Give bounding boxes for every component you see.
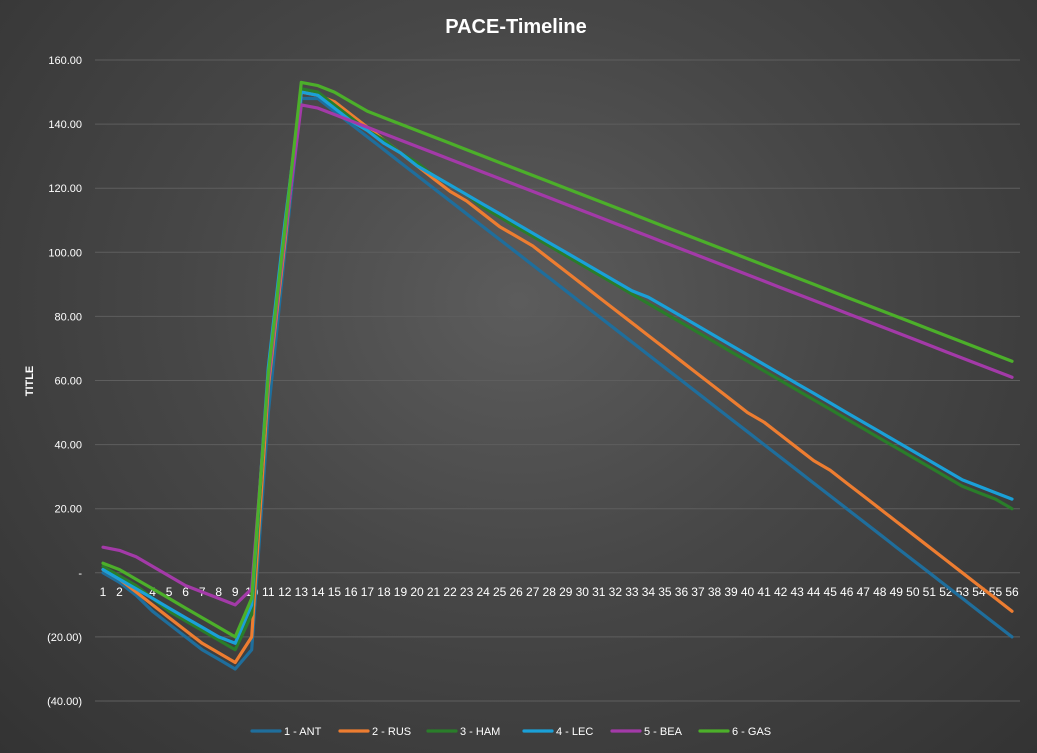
y-tick-label: 80.00 [54, 311, 82, 323]
y-tick-label: 100.00 [48, 247, 82, 259]
x-tick-label: 30 [576, 585, 590, 599]
x-tick-label: 27 [526, 585, 540, 599]
x-tick-label: 15 [328, 585, 342, 599]
x-tick-label: 16 [344, 585, 358, 599]
x-tick-label: 29 [559, 585, 573, 599]
x-tick-label: 48 [873, 585, 887, 599]
gridlines [95, 59, 1020, 702]
x-tick-label: 33 [625, 585, 639, 599]
series-line-2 [101, 90, 1014, 665]
x-tick-label: 14 [311, 585, 325, 599]
x-tick-label: 17 [361, 585, 375, 599]
x-tick-label: 38 [708, 585, 722, 599]
x-tick-label: 1 [100, 585, 107, 599]
x-tick-label: 39 [724, 585, 738, 599]
series-lines [101, 80, 1014, 671]
legend-item-3[interactable]: 3 - HAM [426, 726, 500, 738]
x-tick-label: 35 [658, 585, 672, 599]
y-tick-label: 140.00 [48, 119, 82, 131]
x-tick-label: 46 [840, 585, 854, 599]
x-tick-label: 44 [807, 585, 821, 599]
legend-label: 2 - RUS [372, 726, 411, 738]
legend-item-6[interactable]: 6 - GAS [698, 726, 771, 738]
x-tick-label: 6 [182, 585, 189, 599]
legend-label: 3 - HAM [460, 726, 500, 738]
series-line-3 [101, 87, 1014, 652]
legend-label: 1 - ANT [284, 726, 322, 738]
series-line-6 [101, 80, 1014, 639]
x-tick-label: 4 [149, 585, 156, 599]
legend-item-4[interactable]: 4 - LEC [522, 726, 593, 738]
x-tick-label: 36 [675, 585, 689, 599]
x-tick-label: 41 [757, 585, 771, 599]
y-tick-label: (40.00) [47, 696, 82, 708]
x-tick-label: 51 [923, 585, 937, 599]
x-tick-label: 2 [116, 585, 123, 599]
x-tick-label: 43 [790, 585, 804, 599]
y-tick-label: - [78, 568, 82, 580]
x-tick-label: 5 [166, 585, 173, 599]
legend-item-5[interactable]: 5 - BEA [610, 726, 683, 738]
chart-title: PACE-Timeline [445, 16, 587, 38]
x-axis-ticks: 1 2 3 4 5 6 7 8 9 10 11 12 13 14 15 16 17 18 19 20 21 22 23 24 2… [100, 585, 1019, 599]
legend[interactable]: 1 - ANT 2 - RUS 3 - HAM 4 - LEC 5 - BEA 6 - G… [250, 726, 771, 738]
x-tick-label: 24 [476, 585, 490, 599]
x-tick-label: 9 [232, 585, 239, 599]
x-tick-label: 13 [295, 585, 309, 599]
legend-label: 5 - BEA [644, 726, 683, 738]
x-tick-label: 34 [642, 585, 656, 599]
x-tick-label: 31 [592, 585, 606, 599]
y-tick-label: 120.00 [48, 183, 82, 195]
x-tick-label: 19 [394, 585, 408, 599]
x-tick-label: 23 [460, 585, 474, 599]
x-tick-label: 21 [427, 585, 441, 599]
x-tick-label: 28 [543, 585, 557, 599]
x-tick-label: 49 [890, 585, 904, 599]
x-tick-label: 37 [691, 585, 705, 599]
x-tick-label: 18 [377, 585, 391, 599]
y-tick-label: 160.00 [48, 55, 82, 67]
y-axis-ticks: 160.00 140.00 120.00 100.00 80.00 60.00 40.00 2… [47, 55, 82, 708]
y-tick-label: 40.00 [54, 440, 82, 452]
legend-item-1[interactable]: 1 - ANT [250, 726, 322, 738]
y-tick-label: (20.00) [47, 632, 82, 644]
x-tick-label: 40 [741, 585, 755, 599]
x-tick-label: 45 [824, 585, 838, 599]
x-tick-label: 12 [278, 585, 292, 599]
y-tick-label: 60.00 [54, 376, 82, 388]
x-tick-label: 56 [1005, 585, 1019, 599]
legend-label: 4 - LEC [556, 726, 593, 738]
y-tick-label: 20.00 [54, 504, 82, 516]
x-tick-label: 42 [774, 585, 788, 599]
x-tick-label: 32 [609, 585, 623, 599]
x-tick-label: 20 [410, 585, 424, 599]
legend-label: 6 - GAS [732, 726, 771, 738]
x-tick-label: 25 [493, 585, 507, 599]
x-tick-label: 8 [215, 585, 222, 599]
x-tick-label: 11 [262, 585, 275, 599]
x-tick-label: 47 [857, 585, 871, 599]
x-tick-label: 50 [906, 585, 920, 599]
x-tick-label: 26 [510, 585, 524, 599]
legend-item-2[interactable]: 2 - RUS [338, 726, 411, 738]
series-line-4 [101, 90, 1014, 645]
x-tick-label: 22 [443, 585, 457, 599]
y-axis-label: TITLE [24, 366, 36, 397]
